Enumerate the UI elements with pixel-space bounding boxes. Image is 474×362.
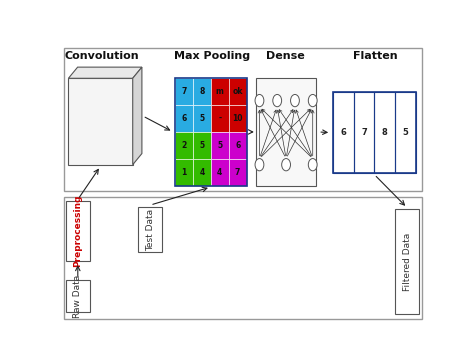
Bar [66,201,90,261]
Text: 4: 4 [199,168,204,177]
Ellipse shape [308,94,317,107]
Bar [64,197,422,319]
Bar [193,105,211,132]
Bar [66,280,90,312]
Text: 8: 8 [199,87,204,96]
Bar [333,92,416,173]
Bar [175,105,193,132]
Bar [175,78,246,186]
Bar [333,92,354,173]
Ellipse shape [308,159,317,171]
Text: ok: ok [232,87,243,96]
Text: 7: 7 [181,87,187,96]
Bar [395,92,416,173]
Bar [138,206,162,253]
Bar [211,105,228,132]
Bar [175,132,193,159]
Bar [395,209,419,314]
Text: 5: 5 [199,141,204,150]
Text: Max Pooling: Max Pooling [173,51,250,61]
Bar [193,132,211,159]
Text: 2: 2 [181,141,187,150]
Ellipse shape [273,94,282,107]
Bar [228,105,246,132]
Text: Test Data: Test Data [146,209,155,251]
Ellipse shape [291,94,300,107]
Text: -: - [218,114,221,123]
Bar [374,92,395,173]
Bar [193,159,211,186]
Bar [228,78,246,105]
Bar [228,132,246,159]
Text: 6: 6 [181,114,187,123]
Bar [68,78,133,165]
Text: 7: 7 [361,128,367,137]
Text: 8: 8 [382,128,387,137]
Text: 5: 5 [199,114,204,123]
Text: Flatten: Flatten [353,51,398,61]
Text: 5: 5 [402,128,408,137]
Polygon shape [133,67,142,165]
Bar [175,78,193,105]
Bar [211,132,228,159]
Bar [175,159,193,186]
Ellipse shape [255,159,264,171]
Text: 10: 10 [232,114,243,123]
Polygon shape [68,67,142,78]
Text: Preprocessing: Preprocessing [73,195,82,267]
Text: 1: 1 [181,168,187,177]
Text: Convolution: Convolution [64,51,139,61]
Bar [256,78,317,186]
Bar [354,92,374,173]
Text: 6: 6 [340,128,346,137]
Bar [211,78,228,105]
Bar [64,48,422,191]
Text: Raw Data: Raw Data [73,275,82,318]
Text: m: m [216,87,224,96]
Text: 7: 7 [235,168,240,177]
Ellipse shape [282,159,291,171]
Text: 4: 4 [217,168,222,177]
Ellipse shape [255,94,264,107]
Text: 6: 6 [235,141,240,150]
Text: Filtered Data: Filtered Data [403,232,412,291]
Text: Dense: Dense [266,51,305,61]
Bar [211,159,228,186]
Bar [193,78,211,105]
Bar [228,159,246,186]
Text: 5: 5 [217,141,222,150]
